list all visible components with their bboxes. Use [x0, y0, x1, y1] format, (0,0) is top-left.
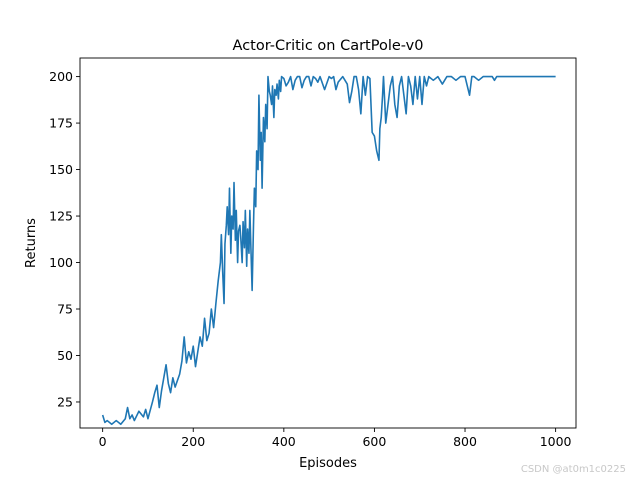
x-tick-label: 200: [181, 434, 205, 449]
watermark-text: CSDN @at0m1c0225: [521, 464, 626, 475]
y-tick-label: 175: [49, 116, 73, 131]
y-tick-label: 125: [49, 209, 73, 224]
plot-area: [101, 75, 556, 426]
x-tick-label: 400: [272, 434, 296, 449]
x-tick-label: 600: [362, 434, 386, 449]
y-tick-label: 50: [57, 348, 73, 363]
y-tick-label: 150: [49, 162, 73, 177]
x-tick-label: 800: [453, 434, 477, 449]
x-tick-label: 1000: [540, 434, 572, 449]
y-tick-label: 200: [49, 69, 73, 84]
chart-title: Actor-Critic on CartPole-v0: [233, 38, 424, 54]
y-tick-label: 75: [57, 302, 73, 317]
x-tick-label: 0: [99, 434, 107, 449]
y-tick-label: 100: [49, 255, 73, 270]
y-axis: 25 50 75 100 125 150 175 200: [49, 69, 80, 409]
y-axis-label: Returns: [24, 218, 39, 268]
x-axis-label: Episodes: [299, 456, 357, 471]
axes-frame: [79, 57, 577, 429]
y-tick-label: 25: [57, 394, 73, 409]
x-axis: 0 200 400 600 800 1000: [99, 428, 572, 449]
series-line-returns: [101, 75, 556, 426]
